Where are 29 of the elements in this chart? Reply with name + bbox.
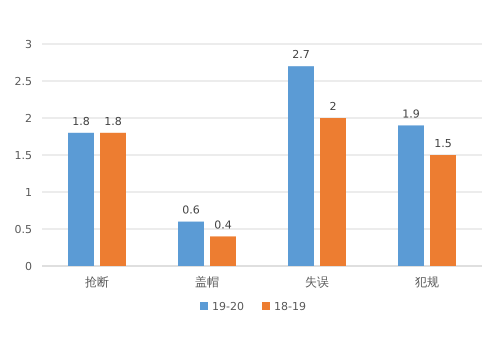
y-tick-label: 0 <box>25 260 32 273</box>
data-label: 2.7 <box>292 48 310 62</box>
x-tick-label: 盖帽 <box>195 275 219 289</box>
bar <box>430 155 456 266</box>
legend-label: 18-19 <box>274 300 306 313</box>
bar <box>210 236 236 266</box>
bar <box>100 132 126 266</box>
x-tick-label: 犯规 <box>415 275 439 289</box>
y-tick-label: 1 <box>25 186 32 199</box>
y-tick-label: 2 <box>25 112 32 125</box>
data-label: 0.4 <box>214 218 232 232</box>
data-label: 1.8 <box>72 114 90 128</box>
y-tick-label: 3 <box>25 38 32 51</box>
bar <box>288 66 314 266</box>
legend-label: 19-20 <box>212 300 244 313</box>
bar <box>178 222 204 266</box>
bar <box>68 132 94 266</box>
y-tick-label: 1.5 <box>14 149 32 162</box>
x-tick-label: 失误 <box>305 275 329 289</box>
data-label: 2 <box>330 100 336 113</box>
data-label: 1.8 <box>104 114 122 128</box>
data-label: 1.5 <box>434 137 452 150</box>
data-label: 1.9 <box>402 107 420 120</box>
data-label: 0.6 <box>182 204 200 217</box>
bar <box>320 118 346 266</box>
x-tick-label: 抢断 <box>85 275 109 289</box>
y-tick-label: 0.5 <box>14 223 32 236</box>
y-tick-label: 2.5 <box>14 75 32 88</box>
bar <box>398 125 424 266</box>
